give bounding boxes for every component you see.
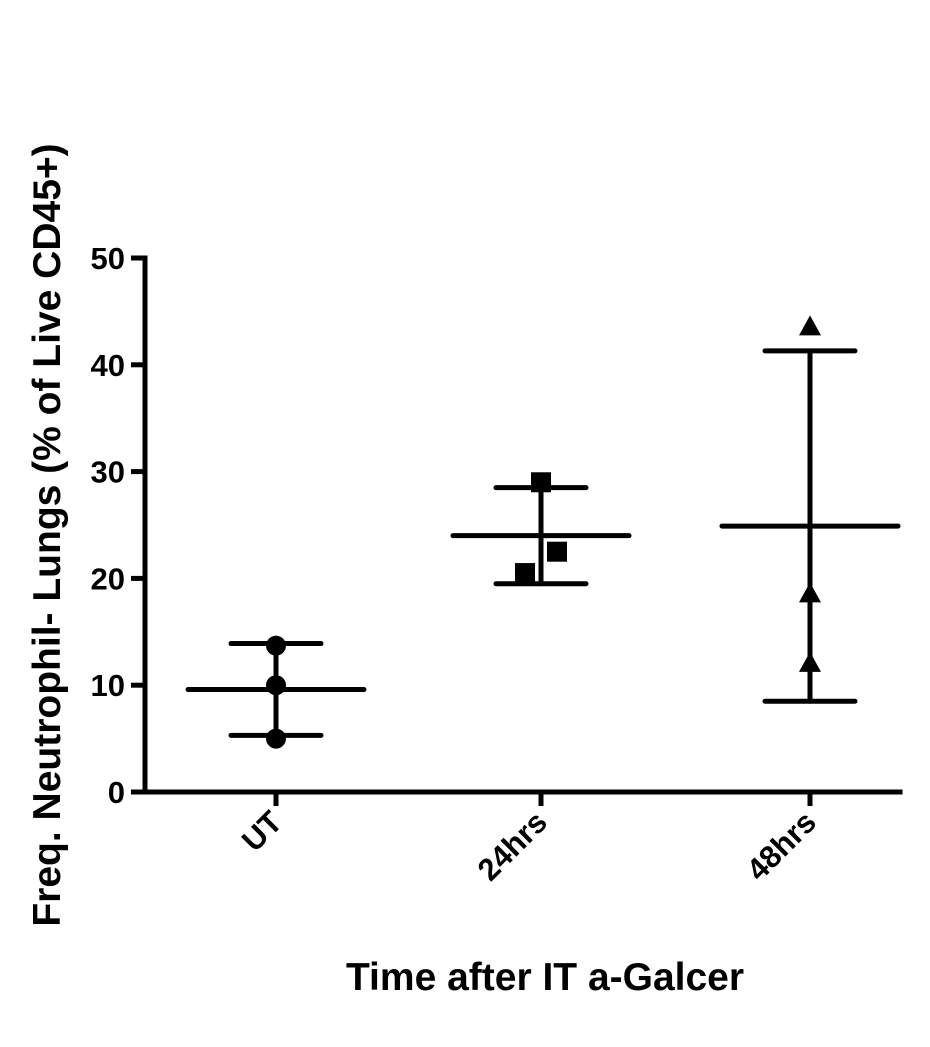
y-axis-title: Freq. Neutrophil- Lungs (% of Live CD45+… — [26, 143, 69, 926]
x-tick-label: 24hrs — [471, 804, 554, 887]
group-48hrs — [719, 315, 901, 704]
data-groups — [185, 315, 901, 749]
y-tick-label: 0 — [108, 775, 125, 810]
x-tick-label: UT — [235, 804, 289, 858]
data-point — [799, 582, 821, 603]
data-point — [547, 541, 567, 562]
x-axis-title: Time after IT a-Galcer — [346, 956, 744, 999]
data-point — [515, 563, 535, 584]
data-point — [799, 315, 821, 336]
group-24hrs — [450, 472, 632, 587]
data-point — [531, 472, 551, 493]
y-tick-label: 20 — [91, 561, 125, 596]
y-tick-label: 30 — [91, 455, 125, 490]
x-ticks: UT 24hrs 48hrs — [235, 792, 823, 887]
data-point — [266, 635, 286, 656]
x-tick-label: 48hrs — [740, 804, 823, 887]
y-tick-label: 40 — [91, 348, 125, 383]
group-ut — [185, 635, 367, 749]
y-tick-label: 50 — [91, 241, 125, 276]
y-ticks: 0 10 20 30 40 50 — [91, 241, 145, 810]
axes — [142, 255, 903, 795]
data-point — [266, 675, 286, 696]
y-tick-label: 10 — [91, 668, 125, 703]
data-point — [799, 651, 821, 672]
data-point — [266, 728, 286, 749]
